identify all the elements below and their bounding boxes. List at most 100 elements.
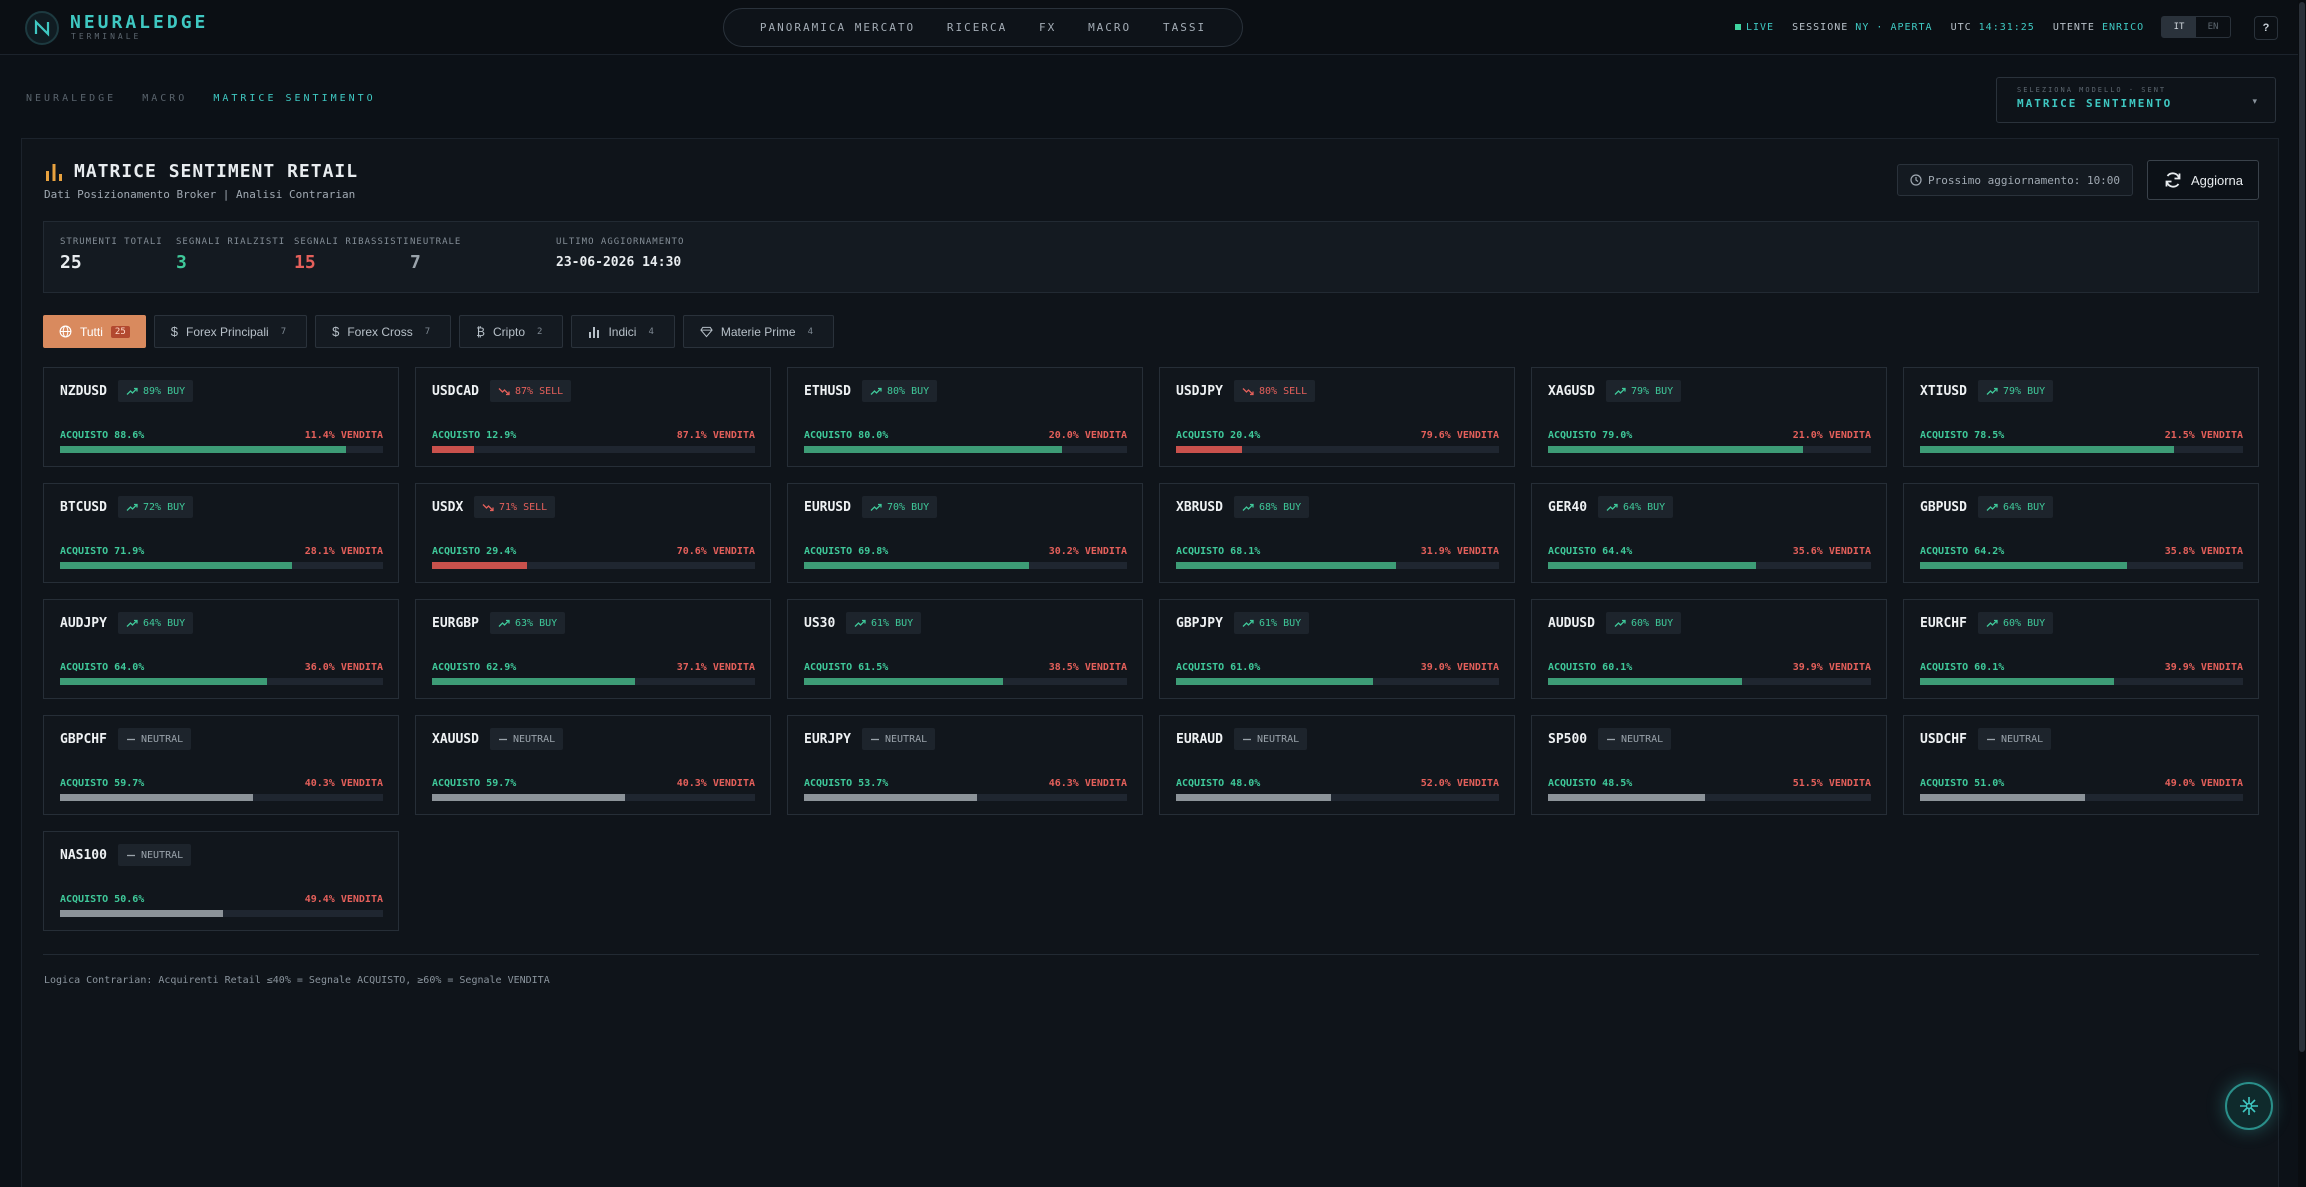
instrument-card[interactable]: USDCHF NEUTRAL ACQUISTO 51.0% 49.0% VENDITA (1903, 715, 2259, 815)
nav-fx[interactable]: FX (1039, 21, 1057, 34)
signal-badge: NEUTRAL (1978, 728, 2052, 750)
buy-percentage: ACQUISTO 51.0% (1920, 778, 2005, 789)
trending-up-icon (126, 387, 138, 396)
status-area: LIVE SESSIONE NY · APERTA UTC 14:31:25 U… (1735, 20, 2144, 35)
instrument-card[interactable]: BTCUSD 72% BUY ACQUISTO 71.9% 28.1% VENDITA (43, 483, 399, 583)
instrument-card[interactable]: XBRUSD 68% BUY ACQUISTO 68.1% 31.9% VENDITA (1159, 483, 1515, 583)
instrument-card[interactable]: GBPCHF NEUTRAL ACQUISTO 59.7% 40.3% VENDITA (43, 715, 399, 815)
breadcrumb-macro[interactable]: MACRO (142, 93, 188, 104)
tab-forex-majors[interactable]: $ Forex Principali 7 (153, 315, 308, 348)
instrument-card[interactable]: NAS100 NEUTRAL ACQUISTO 50.6% 49.4% VENDITA (43, 831, 399, 931)
buy-percentage: ACQUISTO 20.4% (1176, 430, 1261, 441)
instrument-card[interactable]: EURCHF 60% BUY ACQUISTO 60.1% 39.9% VENDITA (1903, 599, 2259, 699)
sell-percentage: 49.4% VENDITA (304, 894, 383, 905)
tab-crypto[interactable]: ₿ Cripto 2 (459, 315, 564, 348)
signal-badge: 71% SELL (474, 496, 556, 518)
top-bar: NEURALEDGE TERMINALE PANORAMICA MERCATO … (0, 0, 2306, 55)
dollar-icon: $ (170, 324, 178, 339)
trending-up-icon (1242, 503, 1254, 512)
instrument-card[interactable]: EURGBP 63% BUY ACQUISTO 62.9% 37.1% VENDITA (415, 599, 771, 699)
sentiment-bar-fill (60, 678, 267, 685)
bar-chart-icon (589, 326, 600, 338)
instrument-card[interactable]: GBPJPY 61% BUY ACQUISTO 61.0% 39.0% VENDITA (1159, 599, 1515, 699)
minus-icon (870, 735, 880, 744)
instrument-card[interactable]: AUDUSD 60% BUY ACQUISTO 60.1% 39.9% VENDITA (1531, 599, 1887, 699)
logo-title[interactable]: NEURALEDGE (70, 12, 209, 33)
lang-en-button[interactable]: EN (2207, 22, 2219, 32)
instrument-card[interactable]: XAGUSD 79% BUY ACQUISTO 79.0% 21.0% VENDITA (1531, 367, 1887, 467)
sentiment-bar-fill (1548, 446, 1804, 453)
refresh-button[interactable]: Aggiorna (2147, 160, 2259, 200)
instrument-card[interactable]: EURJPY NEUTRAL ACQUISTO 53.7% 46.3% VENDITA (787, 715, 1143, 815)
tab-forex-cross[interactable]: $ Forex Cross 7 (315, 315, 452, 348)
sell-percentage: 39.0% VENDITA (1420, 662, 1499, 673)
sentiment-bar (1548, 678, 1871, 685)
signal-badge: 72% BUY (118, 496, 194, 518)
sentiment-bar (804, 794, 1127, 801)
globe-icon (59, 325, 72, 338)
instrument-card[interactable]: GBPUSD 64% BUY ACQUISTO 64.2% 35.8% VENDITA (1903, 483, 2259, 583)
sentiment-bar-fill (432, 794, 625, 801)
instrument-card[interactable]: ETHUSD 80% BUY ACQUISTO 80.0% 20.0% VENDITA (787, 367, 1143, 467)
signal-badge-label: NEUTRAL (141, 849, 184, 861)
sell-percentage: 51.5% VENDITA (1792, 778, 1871, 789)
instrument-card[interactable]: XAUUSD NEUTRAL ACQUISTO 59.7% 40.3% VENDITA (415, 715, 771, 815)
instrument-symbol: NZDUSD (60, 384, 107, 399)
stat-last-update: ULTIMO AGGIORNAMENTO 23-06-2026 14:30 (556, 237, 685, 270)
signal-badge-label: 71% SELL (499, 501, 548, 513)
sentiment-bar-fill (1548, 678, 1743, 685)
instrument-card[interactable]: XTIUSD 79% BUY ACQUISTO 78.5% 21.5% VENDITA (1903, 367, 2259, 467)
bitcoin-icon: ₿ (476, 324, 485, 339)
instrument-card[interactable]: USDJPY 80% SELL ACQUISTO 20.4% 79.6% VENDIT… (1159, 367, 1515, 467)
signal-badge-label: NEUTRAL (1621, 733, 1664, 745)
instrument-card[interactable]: US30 61% BUY ACQUISTO 61.5% 38.5% VENDITA (787, 599, 1143, 699)
buy-percentage: ACQUISTO 60.1% (1920, 662, 2005, 673)
signal-badge-label: 60% BUY (2003, 617, 2046, 629)
instrument-symbol: GER40 (1548, 500, 1588, 515)
logo-icon[interactable] (25, 11, 59, 45)
buy-percentage: ACQUISTO 61.0% (1176, 662, 1261, 673)
sentiment-bar-fill (804, 562, 1030, 569)
nav-macro[interactable]: MACRO (1088, 21, 1132, 34)
help-button[interactable]: ? (2254, 16, 2278, 40)
assistant-button[interactable] (2225, 1082, 2273, 1130)
trending-up-icon (854, 619, 866, 628)
sentiment-bar-fill (1548, 562, 1756, 569)
tab-commodities[interactable]: Materie Prime 4 (682, 315, 834, 348)
instrument-card[interactable]: USDX 71% SELL ACQUISTO 29.4% 70.6% VENDITA (415, 483, 771, 583)
breadcrumb-home[interactable]: NEURALEDGE (26, 93, 117, 104)
language-toggle: IT EN (2161, 16, 2231, 38)
tab-all[interactable]: Tutti 25 (43, 315, 146, 348)
instrument-card[interactable]: AUDJPY 64% BUY ACQUISTO 64.0% 36.0% VENDITA (43, 599, 399, 699)
model-select[interactable]: SELEZIONA MODELLO · SENT MATRICE SENTIME… (1996, 77, 2276, 123)
minus-icon (126, 851, 136, 860)
instrument-card[interactable]: NZDUSD 89% BUY ACQUISTO 88.6% 11.4% VENDITA (43, 367, 399, 467)
trending-up-icon (126, 619, 138, 628)
buy-percentage: ACQUISTO 69.8% (804, 546, 889, 557)
instrument-card[interactable]: EURAUD NEUTRAL ACQUISTO 48.0% 52.0% VENDITA (1159, 715, 1515, 815)
instrument-symbol: XAGUSD (1548, 384, 1595, 399)
instrument-card[interactable]: SP500 NEUTRAL ACQUISTO 48.5% 51.5% VENDITA (1531, 715, 1887, 815)
signal-badge: 60% BUY (1978, 612, 2054, 634)
trending-up-icon (126, 503, 138, 512)
trending-up-icon (1242, 619, 1254, 628)
buy-percentage: ACQUISTO 79.0% (1548, 430, 1633, 441)
scrollbar-thumb[interactable] (2299, 2, 2305, 1052)
sentiment-panel: MATRICE SENTIMENT RETAIL Dati Posizionam… (21, 138, 2279, 1187)
instrument-card[interactable]: USDCAD 87% SELL ACQUISTO 12.9% 87.1% VENDIT… (415, 367, 771, 467)
instrument-card[interactable]: EURUSD 70% BUY ACQUISTO 69.8% 30.2% VENDITA (787, 483, 1143, 583)
lang-it-button[interactable]: IT (2162, 17, 2196, 37)
sell-percentage: 11.4% VENDITA (304, 430, 383, 441)
instrument-card[interactable]: GER40 64% BUY ACQUISTO 64.4% 35.6% VENDITA (1531, 483, 1887, 583)
sentiment-bar (804, 678, 1127, 685)
stats-bar: STRUMENTI TOTALI 25 SEGNALI RIALZISTI 3 … (43, 221, 2259, 293)
sentiment-bar-fill (60, 446, 347, 453)
bar-chart-icon (46, 163, 62, 181)
signal-badge: 80% SELL (1234, 380, 1316, 402)
nav-market-overview[interactable]: PANORAMICA MERCATO (759, 21, 916, 34)
page-scrollbar[interactable] (2298, 0, 2306, 1187)
clock-icon (1910, 174, 1922, 186)
nav-rates[interactable]: TASSI (1162, 21, 1207, 34)
nav-research[interactable]: RICERCA (946, 21, 1008, 34)
tab-indices[interactable]: Indici 4 (571, 315, 675, 348)
